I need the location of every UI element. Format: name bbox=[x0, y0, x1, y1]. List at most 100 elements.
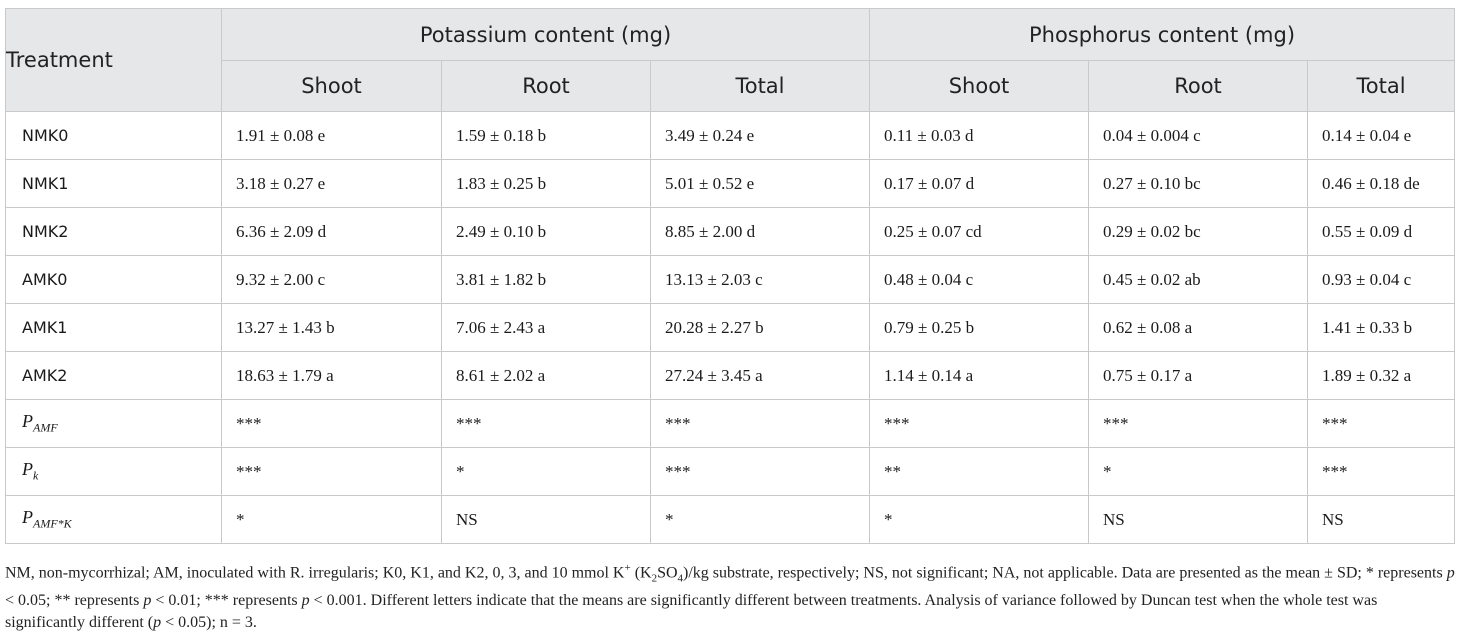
table-cell: 0.75 ± 0.17 a bbox=[1088, 351, 1308, 400]
footnote-subscript: 2 bbox=[651, 572, 658, 585]
header-potassium: Potassium content (mg) bbox=[221, 8, 870, 61]
header-treatment: Treatment bbox=[5, 8, 222, 112]
table-row: NMK2 6.36 ± 2.09 d 2.49 ± 0.10 b 8.85 ± … bbox=[5, 207, 1456, 256]
footnote-p: p bbox=[153, 613, 162, 631]
table-cell: 0.93 ± 0.04 c bbox=[1306, 255, 1456, 304]
table-cell: 27.24 ± 3.45 a bbox=[650, 351, 870, 400]
footnote-text: )/kg substrate, respectively; NS, not si… bbox=[683, 564, 1447, 582]
table-cell: *** bbox=[1306, 447, 1456, 496]
footnote-text: (K bbox=[630, 564, 652, 582]
footnote-p: p bbox=[301, 591, 310, 609]
row-label: NMK1 bbox=[5, 159, 222, 208]
table-cell: 0.29 ± 0.02 bc bbox=[1088, 207, 1308, 256]
table-cell: 0.17 ± 0.07 d bbox=[869, 159, 1089, 208]
table-body: NMK0 1.91 ± 0.08 e 1.59 ± 0.18 b 3.49 ± … bbox=[5, 111, 1456, 544]
table-cell: * bbox=[441, 447, 651, 496]
p-subscript: AMF bbox=[33, 420, 58, 435]
table-cell: * bbox=[869, 495, 1089, 544]
table-row: AMK0 9.32 ± 2.00 c 3.81 ± 1.82 b 13.13 ±… bbox=[5, 255, 1456, 304]
table-cell: 0.14 ± 0.04 e bbox=[1306, 111, 1456, 160]
table-cell: 3.49 ± 0.24 e bbox=[650, 111, 870, 160]
table-cell: 1.83 ± 0.25 b bbox=[441, 159, 651, 208]
table-row: NMK0 1.91 ± 0.08 e 1.59 ± 0.18 b 3.49 ± … bbox=[5, 111, 1456, 160]
table-cell: 9.32 ± 2.00 c bbox=[221, 255, 442, 304]
row-label: AMK2 bbox=[5, 351, 222, 400]
table-cell: *** bbox=[221, 399, 442, 448]
table-cell: 0.55 ± 0.09 d bbox=[1306, 207, 1456, 256]
header-k-shoot: Shoot bbox=[221, 60, 442, 112]
table-cell: 2.49 ± 0.10 b bbox=[441, 207, 651, 256]
table-cell: 1.91 ± 0.08 e bbox=[221, 111, 442, 160]
header-p-shoot: Shoot bbox=[869, 60, 1089, 112]
row-label: NMK0 bbox=[5, 111, 222, 160]
table-row: PAMF *** *** *** *** *** *** bbox=[5, 399, 1456, 448]
table-cell: * bbox=[1088, 447, 1308, 496]
table-cell: 8.85 ± 2.00 d bbox=[650, 207, 870, 256]
table-cell: *** bbox=[650, 399, 870, 448]
table-cell: 0.62 ± 0.08 a bbox=[1088, 303, 1308, 352]
table-cell: 13.27 ± 1.43 b bbox=[221, 303, 442, 352]
row-label: AMK1 bbox=[5, 303, 222, 352]
header-p-root: Root bbox=[1088, 60, 1308, 112]
table-cell: 20.28 ± 2.27 b bbox=[650, 303, 870, 352]
table-cell: *** bbox=[1088, 399, 1308, 448]
table-cell: NS bbox=[1306, 495, 1456, 544]
table-cell: 1.14 ± 0.14 a bbox=[869, 351, 1089, 400]
footnote-p: p bbox=[143, 591, 152, 609]
table-row: AMK1 13.27 ± 1.43 b 7.06 ± 2.43 a 20.28 … bbox=[5, 303, 1456, 352]
p-subscript: AMF*K bbox=[33, 516, 72, 531]
table-cell: 3.18 ± 0.27 e bbox=[221, 159, 442, 208]
table-cell: * bbox=[221, 495, 442, 544]
table-cell: 8.61 ± 2.02 a bbox=[441, 351, 651, 400]
table-cell: *** bbox=[441, 399, 651, 448]
table-cell: 1.41 ± 0.33 b bbox=[1306, 303, 1456, 352]
table-cell: 0.48 ± 0.04 c bbox=[869, 255, 1089, 304]
table-cell: 0.45 ± 0.02 ab bbox=[1088, 255, 1308, 304]
table-header: Treatment Potassium content (mg) Phospho… bbox=[5, 8, 1456, 112]
table-cell: 5.01 ± 0.52 e bbox=[650, 159, 870, 208]
table-cell: 0.27 ± 0.10 bc bbox=[1088, 159, 1308, 208]
p-subscript: k bbox=[33, 468, 39, 483]
table-row: AMK2 18.63 ± 1.79 a 8.61 ± 2.02 a 27.24 … bbox=[5, 351, 1456, 400]
header-k-root: Root bbox=[441, 60, 651, 112]
p-amf-label: PAMF bbox=[5, 399, 222, 448]
table-row: Pk *** * *** ** * *** bbox=[5, 447, 1456, 496]
table-cell: *** bbox=[221, 447, 442, 496]
p-symbol: P bbox=[22, 411, 33, 432]
footnote-superscript: + bbox=[624, 562, 631, 574]
table-row: NMK1 3.18 ± 0.27 e 1.83 ± 0.25 b 5.01 ± … bbox=[5, 159, 1456, 208]
p-symbol: P bbox=[22, 507, 33, 528]
data-table: Treatment Potassium content (mg) Phospho… bbox=[5, 8, 1456, 544]
table-cell: NS bbox=[1088, 495, 1308, 544]
table-cell: 0.79 ± 0.25 b bbox=[869, 303, 1089, 352]
table-row: PAMF*K * NS * * NS NS bbox=[5, 495, 1456, 544]
table-cell: 1.89 ± 0.32 a bbox=[1306, 351, 1456, 400]
footnote-text: < 0.05; ** represents bbox=[5, 591, 144, 609]
table-cell: ** bbox=[869, 447, 1089, 496]
p-symbol: P bbox=[22, 459, 33, 480]
table-cell: 6.36 ± 2.09 d bbox=[221, 207, 442, 256]
footnote-text: < 0.01; *** represents bbox=[151, 591, 302, 609]
footnote-text: < 0.001. Different letters indicate that… bbox=[5, 591, 1378, 631]
footnote-text: SO bbox=[657, 564, 678, 582]
row-label: NMK2 bbox=[5, 207, 222, 256]
table-cell: 0.25 ± 0.07 cd bbox=[869, 207, 1089, 256]
p-k-label: Pk bbox=[5, 447, 222, 496]
table-cell: 0.46 ± 0.18 de bbox=[1306, 159, 1456, 208]
table-cell: 0.11 ± 0.03 d bbox=[869, 111, 1089, 160]
table-cell: NS bbox=[441, 495, 651, 544]
table-cell: 7.06 ± 2.43 a bbox=[441, 303, 651, 352]
table-cell: 18.63 ± 1.79 a bbox=[221, 351, 442, 400]
table-cell: 1.59 ± 0.18 b bbox=[441, 111, 651, 160]
footnote-text: < 0.05); n = 3. bbox=[161, 613, 257, 631]
p-amf-k-label: PAMF*K bbox=[5, 495, 222, 544]
header-p-total: Total bbox=[1306, 60, 1456, 112]
table-cell: *** bbox=[650, 447, 870, 496]
table-cell: *** bbox=[869, 399, 1089, 448]
footnote-p: p bbox=[1446, 564, 1455, 582]
table-cell: * bbox=[650, 495, 870, 544]
header-phosphorus: Phosphorus content (mg) bbox=[868, 8, 1456, 61]
table-cell: 13.13 ± 2.03 c bbox=[650, 255, 870, 304]
table-footnote: NM, non-mycorrhizal; AM, inoculated with… bbox=[5, 557, 1457, 634]
